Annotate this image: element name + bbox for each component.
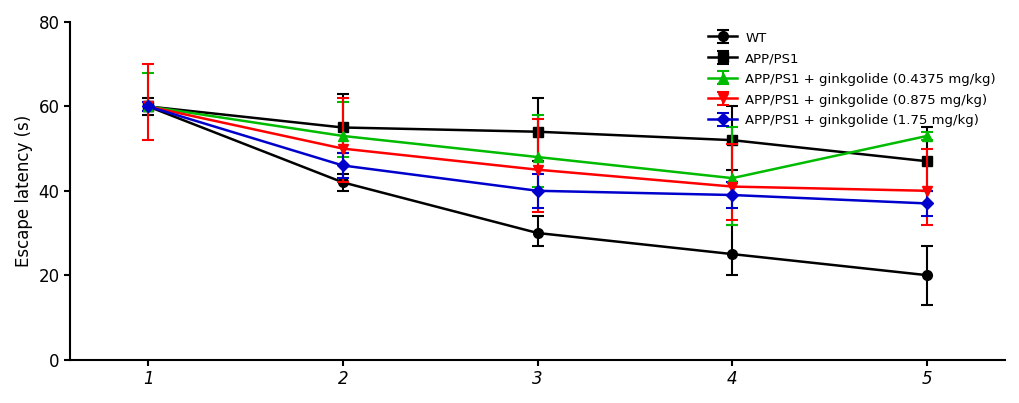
Y-axis label: Escape latency (s): Escape latency (s) — [15, 115, 33, 267]
Legend: WT, APP/PS1, APP/PS1 + ginkgolide (0.4375 mg/kg), APP/PS1 + ginkgolide (0.875 mg: WT, APP/PS1, APP/PS1 + ginkgolide (0.437… — [702, 26, 1000, 133]
